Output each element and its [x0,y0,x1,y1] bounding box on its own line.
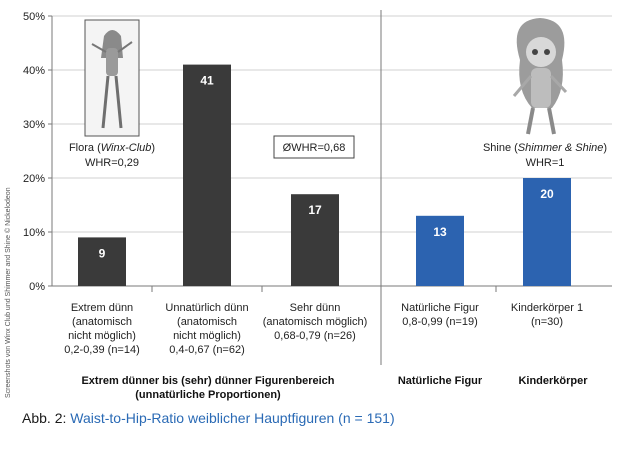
bar-value-label: 17 [308,203,322,217]
category-label: 0,68-0,79 (n=26) [274,330,356,342]
category-label: (anatomisch [72,316,132,328]
flora-label: Flora (Winx-Club) [69,142,155,154]
avg-whr-label: ØWHR=0,68 [283,142,346,154]
category-label: (anatomisch [177,316,237,328]
group-label: Extrem dünner bis (sehr) dünner Figurenb… [81,375,334,387]
shine-label: Shine (Shimmer & Shine) [483,142,607,154]
bar [291,194,339,286]
y-tick-label: 40% [23,65,45,77]
category-label: 0,4-0,67 (n=62) [169,344,245,356]
bar [416,215,464,286]
caption-prefix: Abb. 2: [22,410,71,426]
group-label: Natürliche Figur [398,375,483,387]
category-label: nicht möglich) [68,330,136,342]
category-label: Extrem dünn [71,302,133,314]
category-label: 0,2-0,39 (n=14) [64,344,140,356]
caption-title: Waist-to-Hip-Ratio weiblicher Hauptfigur… [70,410,395,426]
bar [78,237,126,286]
group-label: Kinderkörper [518,375,588,387]
shine-whr: WHR=1 [526,157,565,169]
group-labels: Extrem dünner bis (sehr) dünner Figurenb… [81,375,588,401]
bar-value-label: 9 [99,246,106,260]
flora-figure-image [84,19,140,137]
shine-figure-image [512,18,568,135]
flora-whr: WHR=0,29 [85,157,139,169]
bars: 9 41 17 13 20 [78,64,571,286]
y-tick-label: 0% [29,281,45,293]
chart: 0% 10% 20% 30% 40% 50% 9 41 17 13 20 Extrem dünn (… [4,10,612,401]
category-label: 0,8-0,99 (n=19) [402,316,478,328]
figure-caption: Abb. 2: Waist-to-Hip-Ratio weiblicher Ha… [22,410,395,426]
y-axis-ticks: 0% 10% 20% 30% 40% 50% [23,11,52,293]
category-labels: Extrem dünn (anatomisch nicht möglich) 0,2-… [64,302,583,356]
group-label: (unnatürliche Proportionen) [135,389,281,401]
bar-value-label: 13 [433,225,447,239]
grid-lines [52,15,612,233]
bar-value-label: 20 [540,187,554,201]
avg-whr-box [273,135,355,159]
y-tick-label: 20% [23,173,45,185]
category-label: Unnatürlich dünn [165,302,248,314]
category-label: Sehr dünn [290,302,341,314]
y-tick-label: 10% [23,227,45,239]
bar [523,178,571,286]
category-label: nicht möglich) [173,330,241,342]
category-label: Kinderkörper 1 [511,302,583,314]
image-credit: Screenshots von Winx Club und Shimmer an… [4,187,12,398]
bar-value-label: 41 [200,74,214,88]
category-label: (n=30) [531,316,563,328]
category-label: Natürliche Figur [401,302,479,314]
category-label: (anatomisch möglich) [263,316,368,328]
y-tick-label: 50% [23,11,45,23]
y-tick-label: 30% [23,119,45,131]
bar [183,64,231,286]
